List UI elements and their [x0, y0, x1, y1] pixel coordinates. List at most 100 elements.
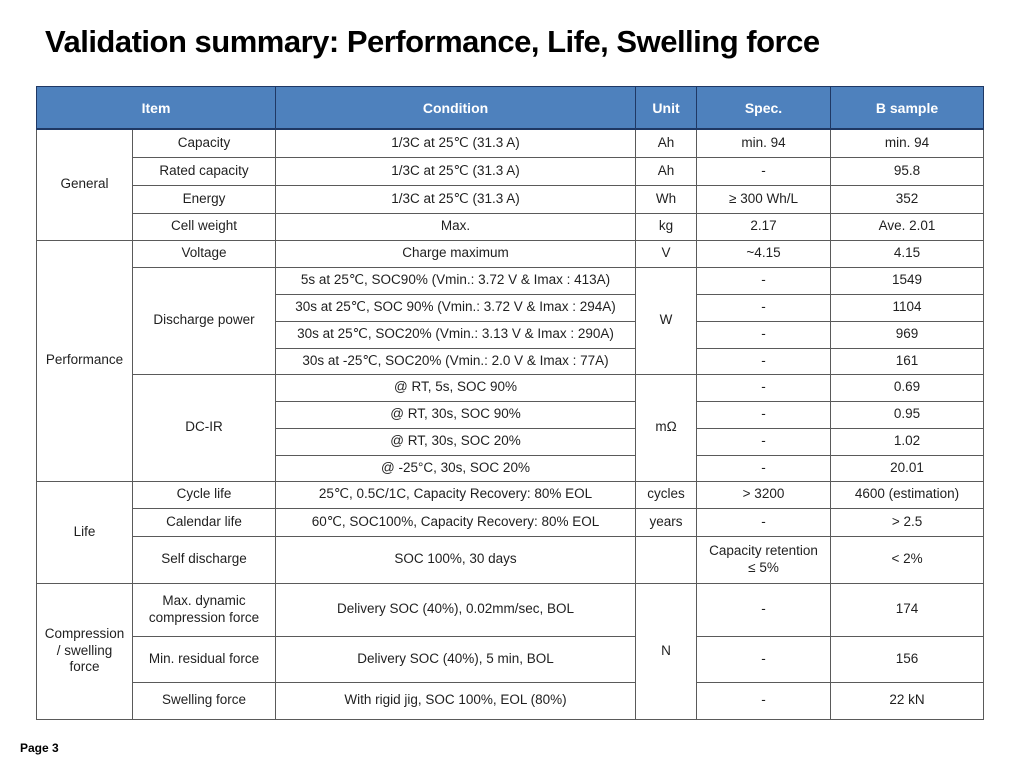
- table-row: Cell weight Max. kg 2.17 Ave. 2.01: [37, 212, 985, 241]
- condition-cell: 1/3C at 25℃ (31.3 A): [275, 128, 637, 158]
- group-label-compression: Compression / swelling force: [36, 582, 133, 720]
- header-condition: Condition: [275, 86, 637, 130]
- condition-cell: 30s at 25℃, SOC 90% (Vmin.: 3.72 V & Ima…: [275, 293, 637, 322]
- header-spec: Spec.: [696, 86, 832, 130]
- unit-cell: kg: [635, 212, 698, 241]
- item-cell: Cycle life: [131, 480, 277, 509]
- spec-cell: -: [696, 681, 832, 720]
- b-sample-cell: 1104: [830, 293, 985, 322]
- spec-cell: > 3200: [696, 480, 832, 509]
- condition-cell: 30s at 25℃, SOC20% (Vmin.: 3.13 V & Imax…: [275, 320, 637, 349]
- table-header-row: Item Condition Unit Spec. B sample: [35, 86, 985, 130]
- b-sample-cell: 161: [830, 347, 985, 375]
- unit-cell: Wh: [635, 184, 698, 214]
- condition-cell: @ RT, 30s, SOC 90%: [275, 400, 637, 429]
- table-row: 30s at -25℃, SOC20% (Vmin.: 2.0 V & Imax…: [37, 347, 985, 375]
- unit-cell: years: [635, 507, 698, 537]
- spec-cell: -: [696, 635, 832, 683]
- b-sample-cell: 1549: [830, 266, 985, 295]
- group-label-general: General: [36, 128, 133, 241]
- item-cell: Max. dynamic compression force: [131, 582, 277, 637]
- item-cell-discharge-power: Discharge power: [131, 266, 277, 375]
- header-item: Item: [35, 86, 277, 130]
- table-row: Life Cycle life 25℃, 0.5C/1C, Capacity R…: [36, 480, 985, 584]
- b-sample-cell: 1.02: [830, 427, 985, 456]
- spec-cell: 2.17: [696, 212, 832, 241]
- b-sample-cell: < 2%: [830, 535, 985, 584]
- slide-title: Validation summary: Performance, Life, S…: [45, 24, 820, 59]
- condition-cell: 5s at 25℃, SOC90% (Vmin.: 3.72 V & Imax …: [275, 266, 637, 295]
- spec-cell: -: [696, 454, 832, 482]
- spec-cell: -: [696, 293, 832, 322]
- unit-cell: Ah: [635, 156, 698, 186]
- item-cell: Rated capacity: [131, 156, 277, 186]
- condition-cell: @ RT, 5s, SOC 90%: [275, 373, 637, 402]
- condition-cell: SOC 100%, 30 days: [275, 535, 637, 584]
- header-b-sample: B sample: [830, 86, 985, 130]
- condition-cell: Charge maximum: [275, 239, 637, 268]
- item-cell: Swelling force: [131, 681, 277, 720]
- b-sample-cell: Ave. 2.01: [830, 212, 985, 241]
- condition-cell: Delivery SOC (40%), 5 min, BOL: [275, 635, 637, 683]
- item-cell-dc-ir: DC-IR: [131, 373, 277, 482]
- b-sample-cell: 4600 (estimation): [830, 480, 985, 509]
- table-row: General Capacity 1/3C at 25℃ (31.3 A) Ah…: [36, 128, 985, 241]
- table-row: Compression / swelling force Max. dynami…: [36, 582, 985, 720]
- spec-cell: -: [696, 427, 832, 456]
- table-row: Energy 1/3C at 25℃ (31.3 A) Wh ≥ 300 Wh/…: [37, 184, 985, 214]
- b-sample-cell: 352: [830, 184, 985, 214]
- item-cell: Capacity: [131, 128, 277, 158]
- spec-cell: -: [696, 320, 832, 349]
- spec-cell: -: [696, 400, 832, 429]
- b-sample-cell: 22 kN: [830, 681, 985, 720]
- table-row: Swelling force With rigid jig, SOC 100%,…: [37, 681, 985, 720]
- b-sample-cell: 95.8: [830, 156, 985, 186]
- condition-cell: 25℃, 0.5C/1C, Capacity Recovery: 80% EOL: [275, 480, 637, 509]
- unit-cell: W: [635, 266, 698, 375]
- item-cell: Self discharge: [131, 535, 277, 584]
- item-cell: Calendar life: [131, 507, 277, 537]
- spec-cell: Capacity retention ≤ 5%: [696, 535, 832, 584]
- spec-cell: -: [696, 156, 832, 186]
- b-sample-cell: min. 94: [830, 128, 985, 158]
- table-row: @ RT, 30s, SOC 20% - 1.02: [37, 427, 985, 456]
- spec-cell: min. 94: [696, 128, 832, 158]
- table-row: Calendar life 60℃, SOC100%, Capacity Rec…: [37, 507, 985, 537]
- unit-cell: Ah: [635, 128, 698, 158]
- condition-cell: 1/3C at 25℃ (31.3 A): [275, 184, 637, 214]
- b-sample-cell: 156: [830, 635, 985, 683]
- item-cell: Voltage: [131, 239, 277, 268]
- b-sample-cell: 20.01: [830, 454, 985, 482]
- condition-cell: With rigid jig, SOC 100%, EOL (80%): [275, 681, 637, 720]
- unit-cell: V: [635, 239, 698, 268]
- condition-cell: 1/3C at 25℃ (31.3 A): [275, 156, 637, 186]
- unit-cell: [635, 535, 698, 584]
- item-cell: Cell weight: [131, 212, 277, 241]
- table-row: Rated capacity 1/3C at 25℃ (31.3 A) Ah -…: [37, 156, 985, 186]
- table-row: @ RT, 30s, SOC 90% - 0.95: [37, 400, 985, 429]
- condition-cell: @ RT, 30s, SOC 20%: [275, 427, 637, 456]
- b-sample-cell: 969: [830, 320, 985, 349]
- b-sample-cell: 0.69: [830, 373, 985, 402]
- spec-cell: -: [696, 582, 832, 637]
- validation-summary-table: Item Condition Unit Spec. B sample Gener…: [35, 86, 985, 720]
- item-cell: Energy: [131, 184, 277, 214]
- b-sample-cell: 0.95: [830, 400, 985, 429]
- table-row: Min. residual force Delivery SOC (40%), …: [37, 635, 985, 683]
- spec-cell: -: [696, 347, 832, 375]
- spec-cell: ~4.15: [696, 239, 832, 268]
- condition-cell: Max.: [275, 212, 637, 241]
- unit-cell: mΩ: [635, 373, 698, 482]
- header-unit: Unit: [635, 86, 698, 130]
- spec-cell: -: [696, 266, 832, 295]
- unit-cell: N: [635, 582, 698, 720]
- spec-cell: -: [696, 507, 832, 537]
- b-sample-cell: 4.15: [830, 239, 985, 268]
- item-cell: Min. residual force: [131, 635, 277, 683]
- b-sample-cell: 174: [830, 582, 985, 637]
- table-row: @ -25°C, 30s, SOC 20% - 20.01: [37, 454, 985, 482]
- table-row: DC-IR @ RT, 5s, SOC 90% mΩ - 0.69: [37, 373, 985, 482]
- group-label-life: Life: [36, 480, 133, 584]
- condition-cell: Delivery SOC (40%), 0.02mm/sec, BOL: [275, 582, 637, 637]
